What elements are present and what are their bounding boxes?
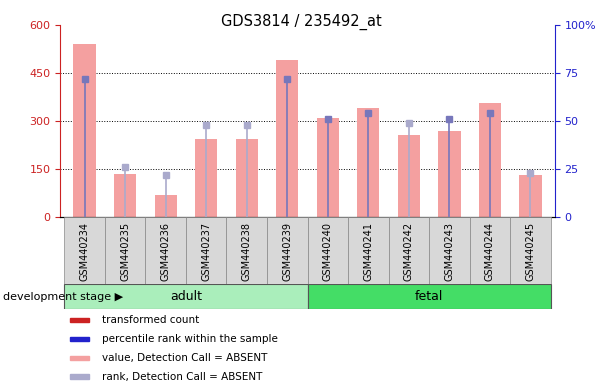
Bar	[186, 217, 227, 284]
Text: GSM440245: GSM440245	[525, 222, 535, 281]
Bar	[105, 217, 145, 284]
Bar	[195, 139, 217, 217]
Bar	[267, 217, 308, 284]
Text: development stage ▶: development stage ▶	[3, 291, 123, 302]
Bar	[479, 103, 501, 217]
Bar	[65, 284, 308, 309]
Bar	[114, 174, 136, 217]
Bar	[145, 217, 186, 284]
Text: percentile rank within the sample: percentile rank within the sample	[103, 334, 278, 344]
Text: GSM440237: GSM440237	[201, 222, 211, 281]
Text: transformed count: transformed count	[103, 315, 200, 325]
Text: GSM440244: GSM440244	[485, 222, 495, 281]
Text: GSM440236: GSM440236	[160, 222, 171, 281]
Bar	[70, 374, 89, 379]
Text: GSM440242: GSM440242	[404, 222, 414, 281]
Bar	[70, 356, 89, 360]
Bar	[348, 217, 388, 284]
Bar	[519, 175, 541, 217]
Text: GSM440235: GSM440235	[120, 222, 130, 281]
Bar	[398, 136, 420, 217]
Text: GSM440239: GSM440239	[282, 222, 292, 281]
Bar	[438, 131, 461, 217]
Bar	[154, 195, 177, 217]
Bar	[470, 217, 510, 284]
Bar	[74, 44, 96, 217]
Bar	[227, 217, 267, 284]
Bar	[357, 108, 379, 217]
Bar	[308, 217, 348, 284]
Text: GSM440240: GSM440240	[323, 222, 333, 281]
Text: GSM440234: GSM440234	[80, 222, 90, 281]
Text: GSM440241: GSM440241	[364, 222, 373, 281]
Bar	[70, 337, 89, 341]
Bar	[70, 318, 89, 323]
Bar	[317, 118, 339, 217]
Text: adult: adult	[170, 290, 202, 303]
Text: fetal: fetal	[415, 290, 443, 303]
Bar	[510, 217, 551, 284]
Text: GSM440238: GSM440238	[242, 222, 251, 281]
Bar	[429, 217, 470, 284]
Bar	[308, 284, 551, 309]
Bar	[65, 217, 105, 284]
Text: value, Detection Call = ABSENT: value, Detection Call = ABSENT	[103, 353, 268, 363]
Text: GSM440243: GSM440243	[444, 222, 455, 281]
Bar	[276, 60, 298, 217]
Text: rank, Detection Call = ABSENT: rank, Detection Call = ABSENT	[103, 371, 263, 382]
Text: GDS3814 / 235492_at: GDS3814 / 235492_at	[221, 13, 382, 30]
Bar	[236, 139, 258, 217]
Bar	[388, 217, 429, 284]
